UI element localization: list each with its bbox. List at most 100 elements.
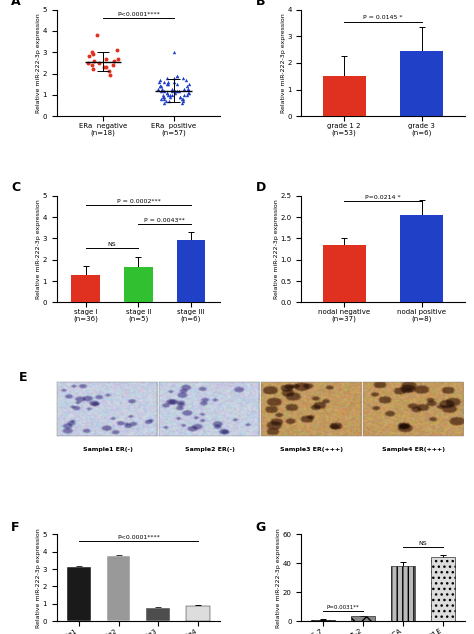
Point <box>176 92 183 102</box>
Point <box>165 96 173 107</box>
Point <box>157 86 165 96</box>
Point <box>89 60 96 70</box>
Text: NS: NS <box>108 242 117 247</box>
Bar <box>176 240 205 302</box>
Point <box>175 86 182 96</box>
Point <box>159 90 166 100</box>
Point <box>156 75 164 85</box>
Point <box>171 77 178 87</box>
Point <box>159 92 166 102</box>
Point <box>90 56 98 66</box>
Text: D: D <box>256 181 266 195</box>
Point <box>182 75 190 85</box>
Point <box>184 87 192 98</box>
Text: C: C <box>11 181 20 195</box>
Point <box>180 84 188 94</box>
Y-axis label: Relative miR-222-3p expression: Relative miR-222-3p expression <box>281 13 286 113</box>
Bar <box>431 557 455 621</box>
Point <box>172 86 179 96</box>
Point <box>89 49 97 60</box>
Text: F: F <box>11 521 20 534</box>
Point <box>171 73 178 83</box>
Point <box>156 81 164 91</box>
Bar <box>146 608 170 621</box>
Y-axis label: Relative miR-222-3p expression: Relative miR-222-3p expression <box>274 199 279 299</box>
Point <box>173 70 181 81</box>
Bar <box>72 275 100 302</box>
Text: E: E <box>19 370 27 384</box>
Point <box>180 90 188 100</box>
Point <box>160 98 167 108</box>
Point <box>89 64 97 74</box>
Point <box>166 90 173 100</box>
Point <box>164 73 171 83</box>
Point <box>169 84 176 94</box>
Point <box>161 94 168 104</box>
Bar <box>311 619 335 621</box>
Point <box>106 70 114 80</box>
Point <box>156 81 164 91</box>
Point <box>158 84 166 94</box>
Text: Sample1 ER(-): Sample1 ER(-) <box>83 447 133 451</box>
Point <box>157 94 165 104</box>
Text: P = 0.0043**: P = 0.0043** <box>144 218 185 223</box>
Point <box>95 58 103 68</box>
Point <box>179 94 186 104</box>
Point <box>179 96 187 107</box>
Point <box>185 87 193 98</box>
Y-axis label: Relative miR-222-3p expression: Relative miR-222-3p expression <box>276 528 282 628</box>
Point <box>173 79 181 89</box>
Point <box>172 87 179 98</box>
Y-axis label: Relative miR-222-3p expression: Relative miR-222-3p expression <box>36 199 41 299</box>
Text: P=0.0031**: P=0.0031** <box>327 605 360 610</box>
Bar <box>107 556 130 621</box>
Point <box>180 94 187 104</box>
Text: G: G <box>256 521 266 534</box>
Point <box>168 86 175 96</box>
Text: P<0.0001****: P<0.0001**** <box>117 535 160 540</box>
Point <box>106 67 113 77</box>
Point <box>164 77 172 87</box>
Point <box>160 92 168 102</box>
Point <box>184 84 191 94</box>
Text: Sample3 ER(+++): Sample3 ER(+++) <box>280 447 343 451</box>
Point <box>89 47 96 57</box>
Point <box>176 92 184 102</box>
Point <box>168 90 176 100</box>
Text: B: B <box>256 0 265 8</box>
Point <box>155 77 163 87</box>
Point <box>184 84 191 94</box>
Y-axis label: Relative miR-222-3p expression: Relative miR-222-3p expression <box>36 13 41 113</box>
Point <box>173 70 181 81</box>
Point <box>163 96 170 107</box>
Point <box>155 84 162 94</box>
Point <box>100 62 108 72</box>
Point <box>164 87 171 98</box>
Bar <box>67 567 91 621</box>
Text: NS: NS <box>419 541 427 546</box>
Point <box>109 60 117 70</box>
Point <box>84 58 92 68</box>
Point <box>164 90 172 100</box>
Point <box>113 45 121 55</box>
Point <box>85 51 93 61</box>
Y-axis label: Relative miR-222-3p expression: Relative miR-222-3p expression <box>36 528 41 628</box>
Point <box>185 79 192 89</box>
Bar <box>186 606 210 621</box>
Bar <box>391 566 415 621</box>
Point <box>183 90 191 100</box>
Point <box>102 53 110 63</box>
Text: Sample2 ER(-): Sample2 ER(-) <box>185 447 235 451</box>
Bar <box>323 76 365 116</box>
Text: Sample4 ER(+++): Sample4 ER(+++) <box>382 447 445 451</box>
Bar <box>401 215 443 302</box>
Point <box>163 87 171 98</box>
Text: A: A <box>11 0 21 8</box>
Point <box>164 79 172 89</box>
Point <box>161 86 168 96</box>
Text: P=0.0214 *: P=0.0214 * <box>365 195 401 200</box>
Point <box>163 79 171 89</box>
Point <box>173 86 181 96</box>
Bar <box>401 51 443 116</box>
Point <box>170 47 177 57</box>
